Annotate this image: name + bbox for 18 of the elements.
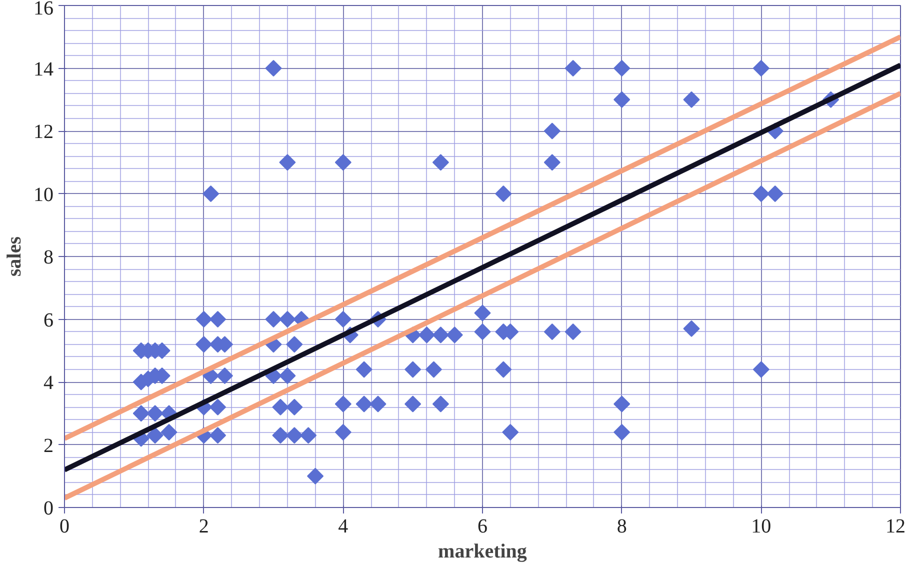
y-tick-label: 6 bbox=[44, 309, 54, 332]
y-tick-label: 2 bbox=[44, 434, 54, 457]
x-tick-label: 10 bbox=[751, 516, 772, 538]
x-tick-label: 4 bbox=[338, 516, 348, 538]
y-axis-title: sales bbox=[4, 236, 26, 276]
x-tick-label: 2 bbox=[198, 516, 209, 538]
x-axis-title: marketing bbox=[438, 540, 527, 562]
x-tick-label: 0 bbox=[60, 516, 70, 538]
y-tick-label: 4 bbox=[44, 372, 54, 394]
y-tick-label: 0 bbox=[44, 498, 54, 520]
y-tick-label: 12 bbox=[34, 121, 54, 143]
y-tick-label: 16 bbox=[34, 0, 54, 20]
x-tick-label: 6 bbox=[478, 516, 488, 538]
y-tick-label: 8 bbox=[44, 246, 54, 268]
x-tick-label: 8 bbox=[616, 516, 627, 538]
y-tick-label: 10 bbox=[34, 184, 54, 206]
y-tick-label: 14 bbox=[34, 58, 54, 80]
x-tick-label: 12 bbox=[886, 516, 906, 538]
